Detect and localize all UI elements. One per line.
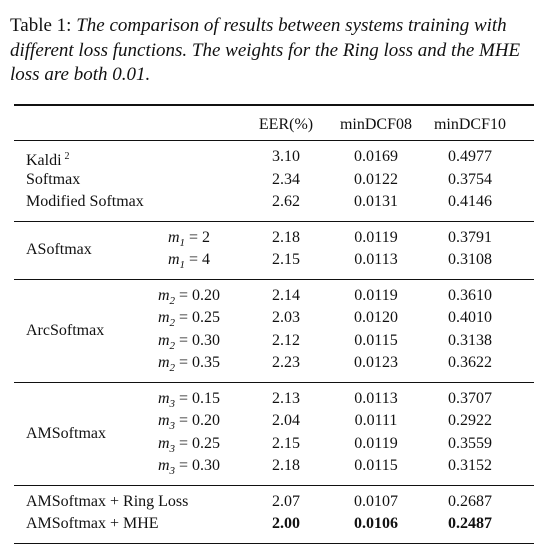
param-symbol: m <box>158 287 170 304</box>
margin-parameter: m1 = 2 <box>134 228 244 253</box>
param-value: = 4 <box>185 251 210 268</box>
eer-value: 2.34 <box>246 170 326 190</box>
group-rule <box>14 279 534 280</box>
eer-value: 2.23 <box>246 353 326 373</box>
param-symbol: m <box>158 435 170 452</box>
mindcf08-value: 0.0119 <box>336 286 416 306</box>
mindcf08-value: 0.0169 <box>336 147 416 167</box>
group-method-name: ASoftmax <box>26 240 92 260</box>
header-mindcf10: minDCF10 <box>430 115 510 135</box>
param-symbol: m <box>158 309 170 326</box>
margin-parameter: m1 = 4 <box>134 250 244 275</box>
top-rule <box>14 104 534 106</box>
param-symbol: m <box>168 229 180 246</box>
eer-value: 2.18 <box>246 456 326 476</box>
mindcf08-value: 0.0115 <box>336 456 416 476</box>
eer-value: 2.12 <box>246 331 326 351</box>
param-value: = 0.15 <box>175 390 220 407</box>
mindcf10-value: 0.2922 <box>430 411 510 431</box>
mindcf10-value: 0.4977 <box>430 147 510 167</box>
margin-parameter: m2 = 0.30 <box>134 331 244 356</box>
param-value: = 0.30 <box>175 332 220 349</box>
header-mindcf08: minDCF08 <box>336 115 416 135</box>
group-rule <box>14 221 534 222</box>
mindcf08-value: 0.0123 <box>336 353 416 373</box>
param-symbol: m <box>168 251 180 268</box>
method-name: Softmax <box>26 170 80 190</box>
param-value: = 0.35 <box>175 354 220 371</box>
param-symbol: m <box>158 390 170 407</box>
param-symbol: m <box>158 354 170 371</box>
eer-value: 2.14 <box>246 286 326 306</box>
mindcf08-value: 0.0119 <box>336 228 416 248</box>
param-value: = 2 <box>185 229 210 246</box>
mindcf10-value: 0.3559 <box>430 434 510 454</box>
eer-value: 2.04 <box>246 411 326 431</box>
param-value: = 0.20 <box>175 287 220 304</box>
margin-parameter: m2 = 0.25 <box>134 308 244 333</box>
margin-parameter: m2 = 0.35 <box>134 353 244 378</box>
footnote-mark: 2 <box>65 151 70 162</box>
mindcf08-value: 0.0122 <box>336 170 416 190</box>
margin-parameter: m3 = 0.15 <box>134 389 244 414</box>
mindcf08-value: 0.0115 <box>336 331 416 351</box>
mindcf08-value: 0.0131 <box>336 192 416 212</box>
mindcf10-value: 0.3707 <box>430 389 510 409</box>
margin-parameter: m3 = 0.20 <box>134 411 244 436</box>
param-value: = 0.30 <box>175 457 220 474</box>
eer-value: 2.15 <box>246 250 326 270</box>
param-value: = 0.25 <box>175 435 220 452</box>
mindcf10-value: 0.2687 <box>430 492 510 512</box>
eer-value: 2.00 <box>246 514 326 534</box>
header-rule <box>14 140 534 141</box>
table-caption: Table 1: The comparison of results betwe… <box>10 14 546 88</box>
param-value: = 0.25 <box>175 309 220 326</box>
mindcf08-value: 0.0120 <box>336 308 416 328</box>
mindcf08-value: 0.0111 <box>336 411 416 431</box>
mindcf10-value: 0.3791 <box>430 228 510 248</box>
group-rule <box>14 382 534 383</box>
caption-text: The comparison of results between system… <box>10 15 520 85</box>
mindcf08-value: 0.0113 <box>336 389 416 409</box>
group-method-name: AMSoftmax <box>26 424 106 444</box>
group-rule <box>14 485 534 486</box>
mindcf08-value: 0.0113 <box>336 250 416 270</box>
margin-parameter: m3 = 0.30 <box>134 456 244 481</box>
table-label: Table 1: <box>10 15 71 36</box>
method-name: AMSoftmax + Ring Loss <box>26 492 188 512</box>
eer-value: 2.07 <box>246 492 326 512</box>
mindcf08-value: 0.0119 <box>336 434 416 454</box>
mindcf10-value: 0.2487 <box>430 514 510 534</box>
mindcf10-value: 0.3754 <box>430 170 510 190</box>
eer-value: 2.62 <box>246 192 326 212</box>
mindcf10-value: 0.3152 <box>430 456 510 476</box>
eer-value: 2.03 <box>246 308 326 328</box>
mindcf10-value: 0.3610 <box>430 286 510 306</box>
param-symbol: m <box>158 412 170 429</box>
eer-value: 2.15 <box>246 434 326 454</box>
mindcf08-value: 0.0106 <box>336 514 416 534</box>
mindcf08-value: 0.0107 <box>336 492 416 512</box>
param-symbol: m <box>158 457 170 474</box>
eer-value: 2.18 <box>246 228 326 248</box>
param-value: = 0.20 <box>175 412 220 429</box>
mindcf10-value: 0.4010 <box>430 308 510 328</box>
header-eer: EER(%) <box>246 115 326 135</box>
param-symbol: m <box>158 332 170 349</box>
group-method-name: ArcSoftmax <box>26 321 104 341</box>
margin-parameter: m3 = 0.25 <box>134 434 244 459</box>
mindcf10-value: 0.4146 <box>430 192 510 212</box>
method-name: AMSoftmax + MHE <box>26 514 159 534</box>
eer-value: 2.13 <box>246 389 326 409</box>
mindcf10-value: 0.3138 <box>430 331 510 351</box>
method-name: Modified Softmax <box>26 192 144 212</box>
margin-parameter: m2 = 0.20 <box>134 286 244 311</box>
mindcf10-value: 0.3108 <box>430 250 510 270</box>
eer-value: 3.10 <box>246 147 326 167</box>
mindcf10-value: 0.3622 <box>430 353 510 373</box>
